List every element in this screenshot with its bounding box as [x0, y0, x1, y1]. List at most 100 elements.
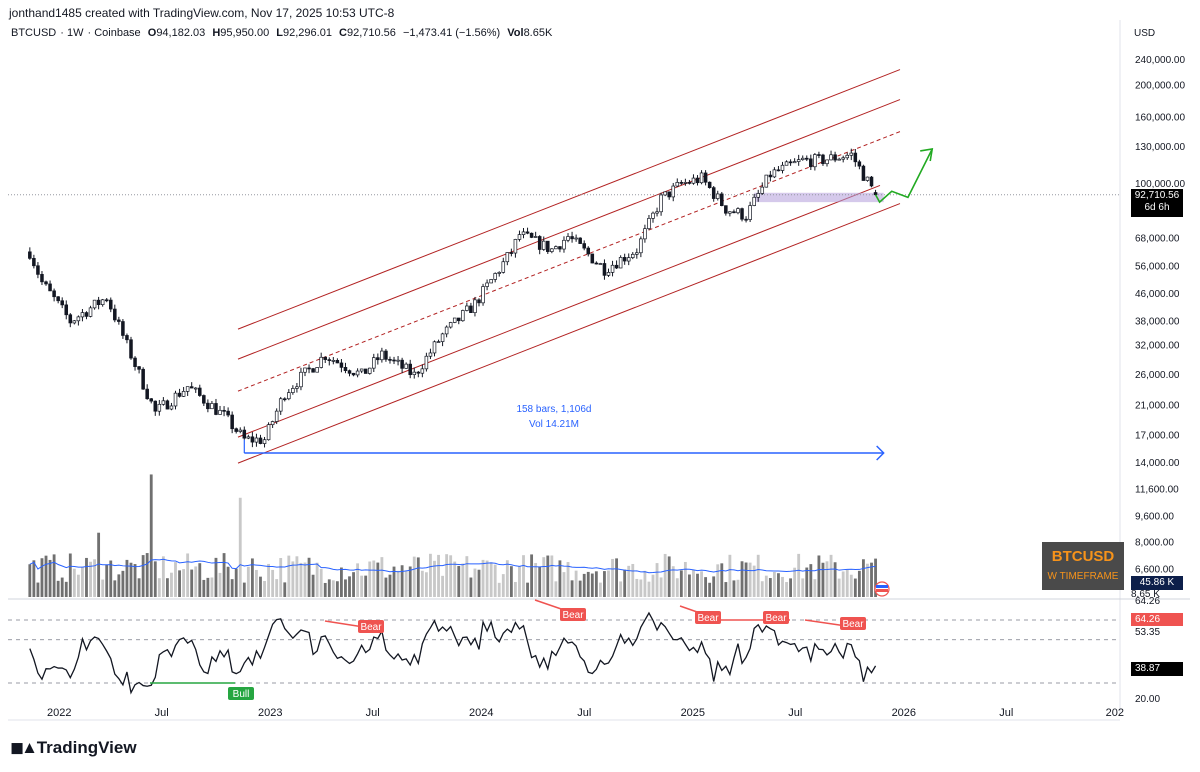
volume-bar	[574, 570, 578, 597]
candle-body	[752, 196, 756, 206]
rsi-divergence-badge	[358, 620, 384, 633]
candle-body	[165, 400, 170, 410]
candle-body	[291, 388, 295, 393]
candle-body	[226, 410, 230, 416]
candle-body	[169, 405, 174, 410]
volume-bar	[275, 579, 279, 597]
volume-bar	[853, 578, 857, 597]
volume-bar	[514, 581, 517, 597]
candle-body	[52, 290, 56, 298]
price-tick-label: 21,000.00	[1135, 400, 1180, 411]
volume-bar	[760, 581, 764, 597]
symbol-name[interactable]: BTCUSD	[11, 27, 57, 39]
volume-bar	[263, 580, 266, 597]
candle-body	[821, 154, 825, 165]
volume-bar	[461, 563, 465, 597]
price-tick-label: 200,000.00	[1135, 81, 1185, 92]
currency-button[interactable]: USD	[1134, 28, 1156, 39]
interval[interactable]: 1W	[66, 27, 84, 39]
candle-body	[695, 177, 700, 184]
candle-body	[699, 172, 704, 184]
volume-bar	[481, 559, 485, 597]
volume-bar	[704, 577, 708, 597]
candle-body	[582, 243, 586, 249]
channel-line	[237, 69, 901, 330]
candle-body	[626, 257, 631, 262]
candle-body	[768, 174, 773, 178]
time-axis-label: 2023	[258, 707, 282, 719]
volume-bar	[267, 563, 270, 597]
volume-bar	[631, 563, 635, 597]
volume-bar	[129, 562, 133, 597]
volume-bar	[360, 575, 364, 597]
volume-bar	[619, 581, 623, 597]
candle-body	[198, 387, 202, 396]
volume-bar	[145, 553, 149, 597]
candle-body	[428, 352, 433, 357]
price-tick-label: 9,600.00	[1135, 512, 1174, 523]
candle-body	[311, 368, 315, 373]
candle-body	[869, 176, 874, 187]
candle-body	[687, 182, 692, 184]
volume-bar	[388, 574, 392, 597]
candle-body	[594, 262, 599, 265]
candle-body	[521, 231, 526, 235]
price-tick-label: 130,000.00	[1135, 142, 1185, 153]
candle-body	[817, 154, 821, 156]
volume-bar	[837, 578, 841, 597]
volume-bar	[60, 577, 64, 597]
volume-bar	[420, 570, 424, 597]
volume-bar	[562, 572, 566, 597]
volume-bar	[327, 579, 331, 597]
volume-bar	[655, 563, 659, 597]
time-axis-label: 2022	[47, 707, 71, 719]
candle-body	[525, 231, 530, 234]
volume-bar	[433, 560, 436, 597]
candle-body	[841, 157, 845, 160]
volume-bar	[598, 582, 602, 597]
rsi-divergence-label: Bear	[765, 613, 787, 624]
candle-body	[448, 322, 453, 328]
tradingview-logo[interactable]: ◼▲ TradingView	[10, 738, 137, 758]
volume-bar	[866, 563, 869, 597]
candle-body	[537, 236, 542, 250]
channel-line	[237, 184, 881, 438]
measure-bars-label: 158 bars, 1,106d	[516, 404, 591, 415]
symbol-legend[interactable]: BTCUSD · 1W · Coinbase O94,182.03 H95,950.…	[11, 27, 553, 39]
volume-bar	[400, 565, 404, 597]
candle-body	[776, 169, 781, 172]
volume-bar	[679, 570, 683, 597]
ohlc-open: O94,182.03	[147, 27, 206, 39]
candle-body	[355, 370, 360, 376]
candle-body	[157, 403, 162, 412]
volume-bar	[125, 559, 129, 597]
price-tick-label: 100,000.00	[1135, 179, 1185, 190]
candle-body	[92, 299, 97, 309]
candle-body	[193, 387, 198, 390]
candle-body	[772, 169, 777, 178]
volume-bar	[299, 562, 303, 597]
candle-body	[533, 236, 538, 238]
candle-body	[610, 264, 615, 273]
time-axis-label: Jul	[999, 707, 1013, 719]
volume-ma-line	[29, 558, 876, 574]
volume-bar	[623, 569, 627, 597]
candle-body	[206, 402, 210, 410]
price-tick-label: 8,000.00	[1135, 537, 1174, 548]
rsi-tick-label: 64.26	[1135, 596, 1160, 607]
brand-name: TradingView	[36, 738, 137, 757]
volume-bar	[756, 554, 760, 597]
volume-bar	[817, 555, 821, 597]
candle-body	[861, 165, 866, 181]
volume-bar	[736, 579, 740, 597]
volume-bar	[594, 571, 598, 597]
candle-body	[177, 392, 182, 397]
volume-bar	[639, 579, 643, 597]
volume-bar	[283, 582, 287, 597]
candle-body	[173, 392, 178, 407]
volume-bar	[607, 570, 610, 597]
candle-body	[461, 310, 465, 322]
candle-body	[189, 386, 194, 389]
candle-body	[756, 193, 760, 198]
